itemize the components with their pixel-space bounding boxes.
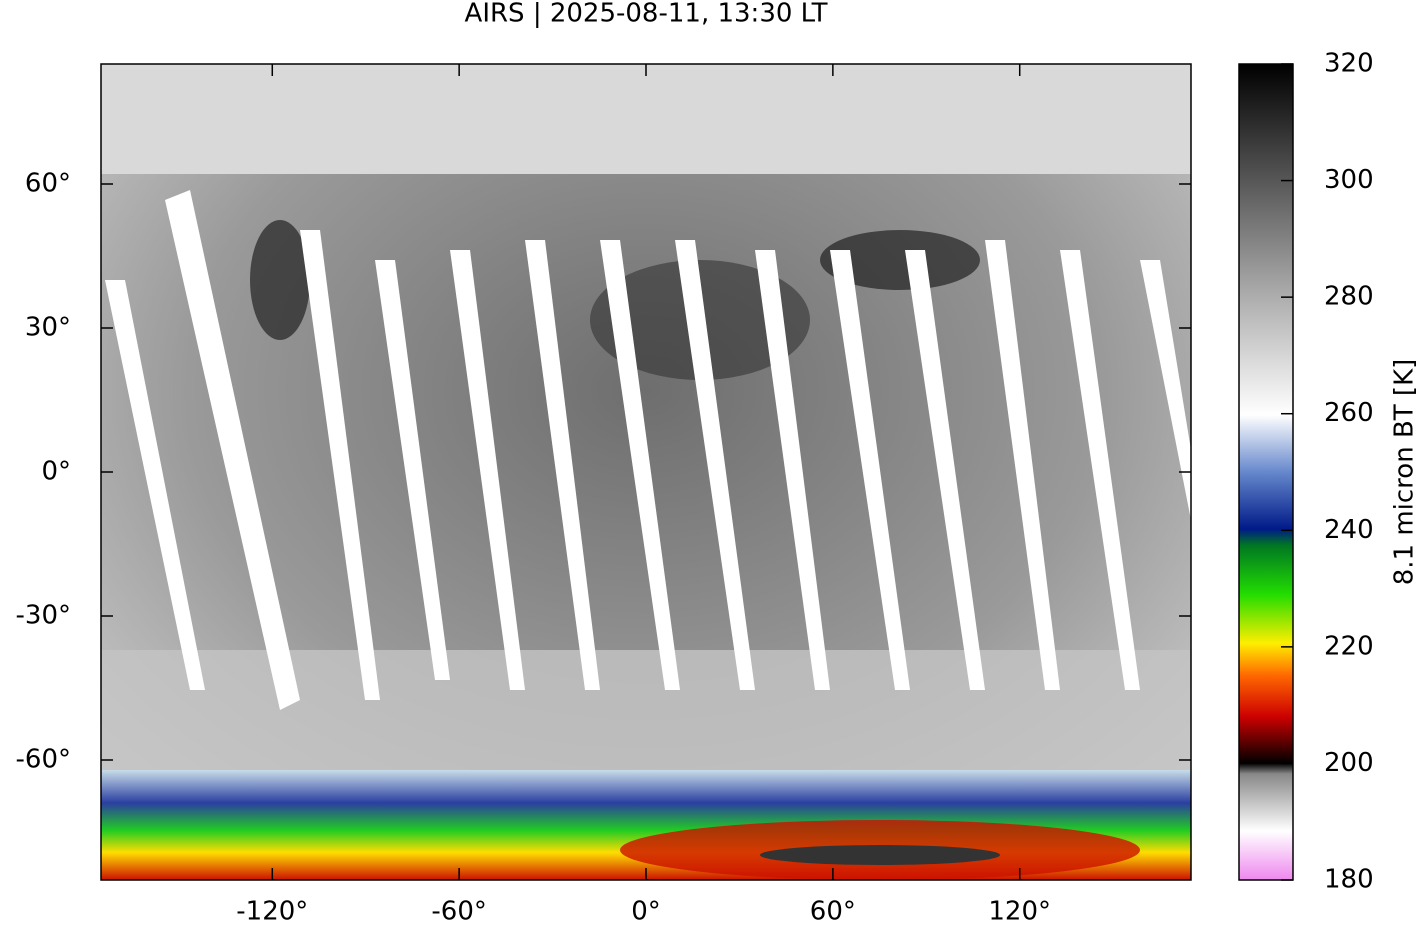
colorbar-tick-label: 180 — [1324, 865, 1374, 895]
x-tick-label: 120° — [988, 897, 1051, 927]
colorbar-tick-label: 220 — [1324, 631, 1374, 661]
y-tick-label: 30° — [25, 313, 71, 343]
x-tick-label: -120° — [236, 897, 308, 927]
colorbar-tick-label: 280 — [1324, 282, 1374, 312]
colorbar-tick-label: 260 — [1324, 398, 1374, 428]
y-tick-label: 60° — [25, 169, 71, 199]
x-tick-label: 0° — [631, 897, 661, 927]
title: AIRS | 2025-08-11, 13:30 LT — [465, 0, 828, 29]
colorbar-label: 8.1 micron BT [K] — [1390, 359, 1420, 586]
colorbar-tick-label: 320 — [1324, 49, 1374, 79]
y-tick-label: -60° — [16, 745, 71, 775]
x-tick-label: 60° — [810, 897, 856, 927]
y-tick-label: 0° — [41, 457, 71, 487]
map-image — [101, 64, 1191, 880]
colorbar-tick-label: 240 — [1324, 515, 1374, 545]
y-tick-label: -30° — [16, 601, 71, 631]
x-tick-label: -60° — [431, 897, 486, 927]
colorbar-tick-label: 200 — [1324, 748, 1374, 778]
colorbar — [1238, 63, 1294, 881]
colorbar-tick-label: 300 — [1324, 165, 1374, 195]
